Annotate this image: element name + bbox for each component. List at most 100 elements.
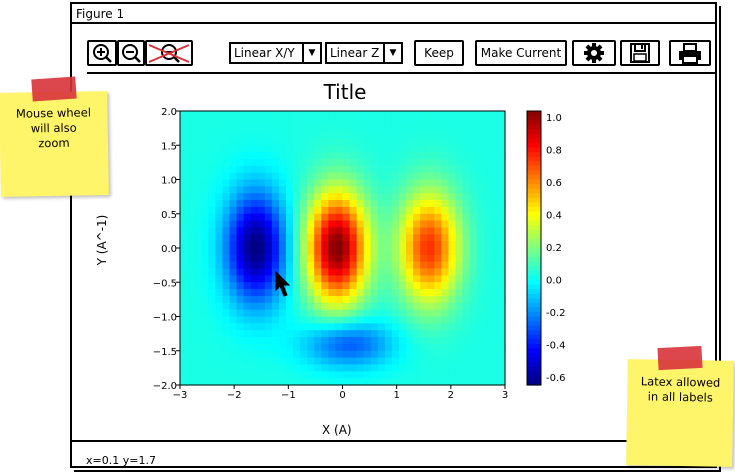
heatmap-cell (483, 248, 492, 256)
heatmap-cell (236, 282, 245, 290)
heatmap-cell (229, 343, 238, 352)
heatmap-cell (384, 289, 393, 297)
heatmap-cell (399, 254, 407, 263)
heatmap-cell (349, 145, 358, 153)
heatmap-cell (413, 316, 421, 324)
print-button[interactable] (669, 40, 711, 66)
heatmap-cell (300, 213, 308, 222)
xy-scale-dropdown[interactable]: Linear X/Y ▼ (229, 42, 322, 64)
heatmap-cell (285, 350, 294, 359)
heatmap-cell (222, 206, 231, 215)
heatmap-cell (455, 316, 464, 324)
colorbar-tick-label: 1.0 (546, 113, 562, 124)
heatmap-cell (490, 124, 499, 133)
reset-zoom-button[interactable] (145, 40, 193, 66)
heatmap-cell (236, 364, 245, 372)
heatmap-cell (222, 316, 231, 324)
heatmap-cell (208, 350, 216, 359)
heatmap-cell (384, 213, 393, 222)
heatmap-cell (215, 357, 223, 366)
heatmap-cell (462, 350, 471, 359)
heatmap-cell (321, 220, 329, 229)
heatmap-cell (180, 158, 188, 167)
heatmap-cell (194, 350, 202, 359)
heatmap-cell (483, 343, 492, 352)
heatmap-cell (455, 371, 464, 379)
heatmap-cell (420, 172, 428, 181)
heatmap-cell (455, 145, 464, 153)
heatmap-cell (377, 145, 386, 153)
heatmap-cell (208, 111, 216, 119)
heatmap-cell (384, 124, 393, 133)
heatmap-cell (300, 152, 308, 160)
heatmap-cell (356, 254, 365, 263)
heatmap-cell (420, 364, 428, 372)
heatmap-cell (229, 124, 238, 133)
make-current-button[interactable]: Make Current (475, 40, 567, 66)
heatmap-cell (434, 316, 443, 324)
heatmap-cell (187, 186, 195, 194)
heatmap-cell (448, 268, 457, 276)
heatmap-cell (250, 323, 259, 331)
heatmap-cell (497, 124, 506, 133)
heatmap-cell (356, 337, 365, 345)
heatmap-cell (300, 309, 308, 318)
heatmap-cell (462, 179, 471, 187)
zoom-in-button[interactable] (87, 40, 117, 66)
heatmap-cell (427, 241, 435, 249)
heatmap-cell (180, 282, 188, 290)
heatmap-cell (208, 275, 216, 283)
heatmap-cell (307, 206, 315, 215)
heatmap-cell (180, 234, 188, 242)
heatmap-cell (434, 261, 443, 270)
heatmap-cell (370, 227, 379, 235)
chevron-down-icon: ▼ (302, 44, 320, 62)
heatmap-cell (377, 337, 386, 345)
heatmap-cell (441, 302, 450, 311)
heatmap-cell (455, 165, 464, 174)
heatmap-cell (497, 378, 506, 386)
zoom-out-button[interactable] (117, 40, 145, 66)
heatmap-cell (201, 158, 209, 167)
heatmap-cell (314, 357, 322, 366)
heatmap-cell (180, 220, 188, 229)
heatmap-cell (201, 261, 209, 270)
heatmap-cell (434, 248, 443, 256)
heatmap-cell (201, 213, 209, 222)
heatmap-cell (314, 200, 322, 208)
settings-button[interactable] (572, 40, 616, 66)
z-scale-value: Linear Z (330, 46, 380, 60)
heatmap-cell (222, 241, 231, 249)
heatmap-cell (307, 117, 315, 126)
heatmap-cell (285, 275, 294, 283)
heatmap-cell (314, 378, 322, 386)
heatmap-cell (194, 302, 202, 311)
colorbar-cell (527, 179, 541, 185)
heatmap-cell (469, 337, 478, 345)
heatmap-cell (278, 193, 287, 201)
save-button[interactable] (620, 40, 660, 66)
heatmap-cell (427, 200, 435, 208)
heatmap-cell (349, 343, 358, 352)
heatmap-cell (285, 206, 294, 215)
heatmap-cell (370, 337, 379, 345)
heatmap-cell (257, 145, 266, 153)
heatmap-cell (300, 172, 308, 181)
heatmap-cell (391, 145, 400, 153)
heatmap-cell (349, 330, 358, 338)
heatmap-cell (271, 220, 280, 229)
heatmap-cell (497, 323, 506, 331)
heatmap-cell (469, 364, 478, 372)
heatmap-cell (229, 371, 238, 379)
heatmap-cell (413, 206, 421, 215)
heatmap-cell (399, 357, 407, 366)
keep-button[interactable]: Keep (414, 40, 464, 66)
heatmap-cell (300, 241, 308, 249)
heatmap-cell (187, 172, 195, 181)
heatmap-cell (441, 254, 450, 263)
heatmap-cell (187, 152, 195, 160)
heatmap-cell (201, 371, 209, 379)
z-scale-dropdown[interactable]: Linear Z ▼ (325, 42, 403, 64)
heatmap-cell (236, 350, 245, 359)
